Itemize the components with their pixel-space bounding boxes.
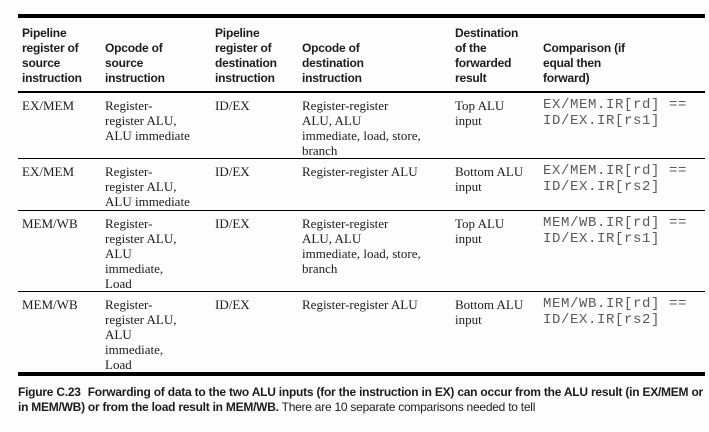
cell-destination-register: ID/EX (215, 98, 250, 113)
cell-source-opcode: Register- register ALU, ALU immediate, L… (105, 216, 177, 291)
cell-destination-opcode: Register-register ALU (302, 297, 418, 312)
cell-destination-register: ID/EX (215, 297, 250, 312)
cell-comparison-expression: EX/MEM.IR[rd] == ID/EX.IR[rs1] (543, 97, 688, 129)
cell-destination-register: ID/EX (215, 216, 250, 231)
cell-comparison-expression: MEM/WB.IR[rd] == ID/EX.IR[rs1] (543, 215, 688, 247)
table-header-row: Pipeline register of source instruction … (18, 18, 705, 93)
cell-source-register: MEM/WB (22, 297, 78, 312)
forwarding-table: Pipeline register of source instruction … (18, 14, 705, 376)
col-header-destination-pipeline-register: Pipeline register of destination instruc… (215, 26, 277, 85)
col-header-source-opcode: Opcode of source instruction (105, 41, 165, 85)
col-header-comparison: Comparison (if equal then forward) (543, 41, 625, 85)
cell-forward-destination: Top ALU input (455, 98, 505, 128)
figure-caption: Figure C.23 Forwarding of data to the two… (18, 385, 703, 415)
figure-caption-bold-text: Forwarding of data to the two ALU inputs… (18, 385, 703, 414)
cell-source-opcode: Register- register ALU, ALU immediate (105, 98, 190, 143)
col-header-forward-destination: Destination of the forwarded result (455, 26, 519, 85)
cell-comparison-expression: MEM/WB.IR[rd] == ID/EX.IR[rs2] (543, 296, 688, 328)
cell-source-opcode: Register- register ALU, ALU immediate, L… (105, 297, 177, 372)
cell-destination-opcode: Register-register ALU, ALU immediate, lo… (302, 98, 421, 158)
cell-destination-opcode: Register-register ALU (302, 164, 418, 179)
table-row: EX/MEM Register- register ALU, ALU immed… (18, 158, 705, 210)
figure-caption-regular-text: There are 10 separate comparisons needed… (281, 400, 536, 414)
textbook-page: Pipeline register of source instruction … (0, 14, 709, 432)
cell-forward-destination: Bottom ALU input (455, 297, 524, 327)
col-header-destination-opcode: Opcode of destination instruction (302, 41, 364, 85)
cell-source-register: EX/MEM (22, 164, 74, 179)
cell-forward-destination: Top ALU input (455, 216, 505, 246)
table-row: MEM/WB Register- register ALU, ALU immed… (18, 210, 705, 291)
figure-caption-label: Figure C.23 (18, 385, 81, 399)
cell-destination-register: ID/EX (215, 164, 250, 179)
table-body: EX/MEM Register- register ALU, ALU immed… (18, 93, 705, 372)
cell-forward-destination: Bottom ALU input (455, 164, 524, 194)
col-header-source-pipeline-register: Pipeline register of source instruction (22, 26, 82, 85)
cell-destination-opcode: Register-register ALU, ALU immediate, lo… (302, 216, 421, 276)
cell-source-opcode: Register- register ALU, ALU immediate (105, 164, 190, 209)
cell-source-register: EX/MEM (22, 98, 74, 113)
table-row: EX/MEM Register- register ALU, ALU immed… (18, 93, 705, 158)
cell-comparison-expression: EX/MEM.IR[rd] == ID/EX.IR[rs2] (543, 163, 688, 195)
cell-source-register: MEM/WB (22, 216, 78, 231)
table-row: MEM/WB Register- register ALU, ALU immed… (18, 291, 705, 372)
